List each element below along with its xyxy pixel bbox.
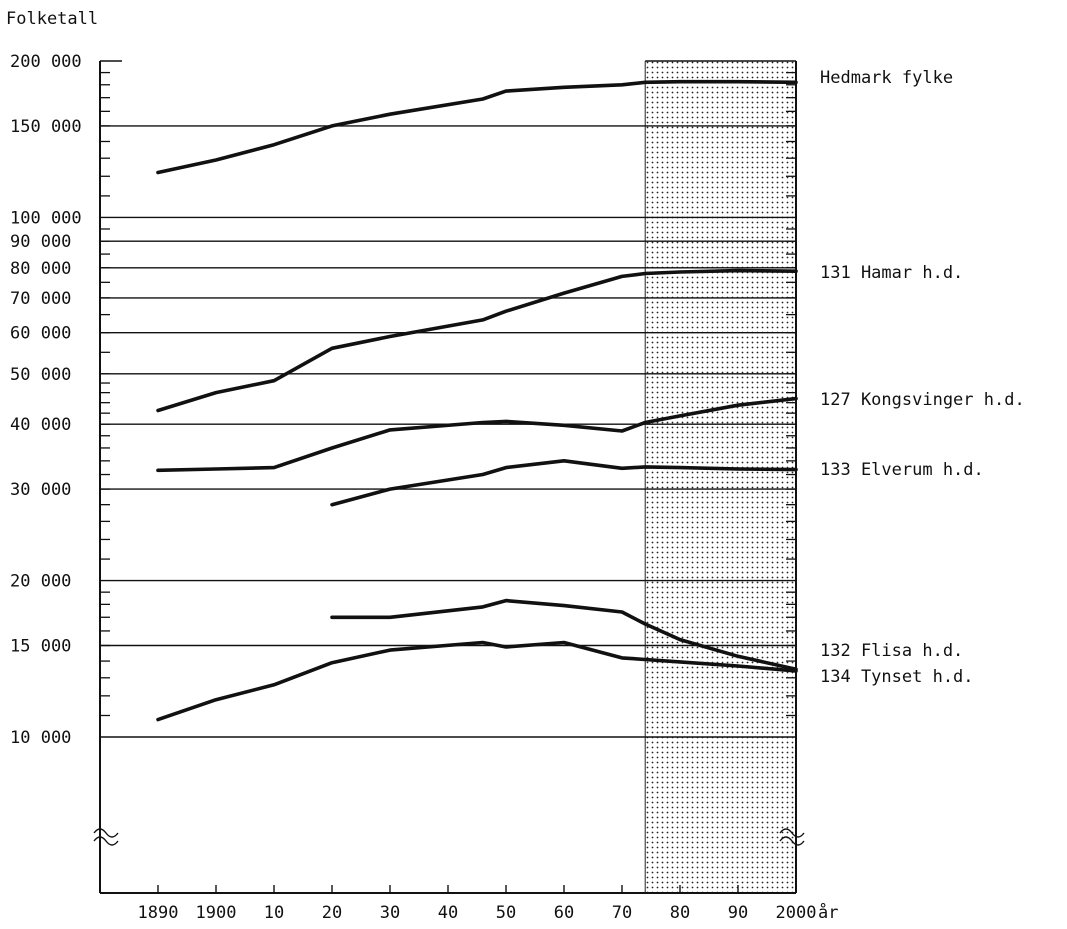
series-label-0: Hedmark fylke — [820, 68, 953, 88]
series-label-1: 131 Hamar h.d. — [820, 263, 963, 283]
x-tick-label: 1900 — [196, 903, 237, 923]
series-line-0 — [156, 79, 798, 175]
axis-break-mark — [779, 828, 805, 846]
x-tick-label: 80 — [670, 903, 690, 923]
y-tick-label: 80 000 — [10, 259, 71, 279]
x-tick-label: 50 — [496, 903, 516, 923]
x-tick-label: 2000 — [776, 903, 817, 923]
x-tick-label: 30 — [380, 903, 400, 923]
y-tick-label: 100 000 — [10, 208, 82, 228]
x-tick-label: 70 — [612, 903, 632, 923]
y-tick-label: 60 000 — [10, 324, 71, 344]
y-tick-label: 30 000 — [10, 480, 71, 500]
x-axis-unit-label: år — [818, 902, 838, 923]
series-label-3: 133 Elverum h.d. — [820, 460, 984, 480]
x-tick-label: 60 — [554, 903, 574, 923]
y-tick-label: 15 000 — [10, 637, 71, 657]
series-line-5 — [156, 640, 798, 722]
series-line-4 — [330, 598, 798, 672]
series-line-1 — [156, 268, 798, 413]
y-tick-label: 20 000 — [10, 572, 71, 592]
y-tick-label: 50 000 — [10, 365, 71, 385]
projection-area — [645, 61, 796, 893]
series-label-5: 134 Tynset h.d. — [820, 667, 974, 687]
y-tick-label: 70 000 — [10, 289, 71, 309]
x-tick-label: 1890 — [138, 903, 179, 923]
y-tick-label: 10 000 — [10, 728, 71, 748]
y-tick-label: 40 000 — [10, 415, 71, 435]
x-tick-label: 20 — [322, 903, 342, 923]
series-label-2: 127 Kongsvinger h.d. — [820, 390, 1025, 410]
y-tick-label: 200 000 — [10, 52, 82, 72]
series-line-2 — [156, 396, 798, 473]
x-tick-label: 10 — [264, 903, 284, 923]
y-axis-label: Folketall — [6, 9, 98, 29]
series-label-4: 132 Flisa h.d. — [820, 641, 963, 661]
x-tick-label: 90 — [728, 903, 748, 923]
axis-break-mark — [93, 828, 119, 846]
y-tick-label: 150 000 — [10, 117, 82, 137]
y-tick-label: 90 000 — [10, 232, 71, 252]
x-tick-label: 40 — [438, 903, 458, 923]
series-line-3 — [330, 458, 798, 507]
